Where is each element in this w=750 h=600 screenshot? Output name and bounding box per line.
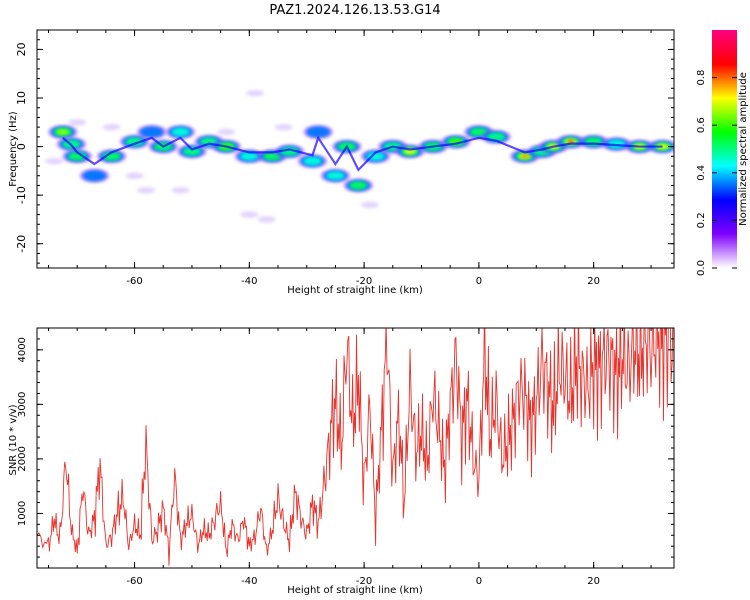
- heatmap-blob: [274, 144, 305, 159]
- y-tick-label: -20: [15, 235, 28, 253]
- snr-plot-area: [37, 328, 674, 568]
- heatmap-blob: [119, 134, 150, 149]
- colorbar-tick-label: 0.6: [696, 117, 707, 133]
- faint-patch: [45, 157, 64, 165]
- x-tick-label: -20: [356, 276, 372, 287]
- y-tick-label: 10: [15, 91, 28, 105]
- spectral-ridge: [62, 135, 663, 172]
- snr-panel: -60 -40 -20 0 20 1000 2000 3000 4000 Height of s…: [8, 327, 675, 596]
- colorbar-tick-label: 0.2: [696, 212, 707, 228]
- x-tick-label: -60: [126, 576, 142, 587]
- faint-patch: [240, 211, 259, 218]
- colorbar-tick-label: 0.0: [696, 260, 707, 276]
- colorbar-label: Normalized spectral amplitude: [738, 72, 749, 226]
- snr-series: [37, 328, 674, 566]
- y-tick-label: 1000: [17, 501, 28, 526]
- faint-patch: [246, 89, 265, 97]
- x-tick-label: 20: [587, 576, 600, 587]
- x-tick-label: -60: [126, 276, 142, 287]
- y-tick-label: -10: [15, 186, 28, 204]
- colorbar-tick-label: 0.8: [696, 70, 707, 86]
- faint-patch: [274, 123, 293, 131]
- y-tick-label: 3000: [17, 392, 28, 417]
- faint-patch: [125, 172, 144, 179]
- faint-patch: [171, 187, 190, 194]
- snr-line: [37, 328, 674, 566]
- heatmap-blob: [303, 125, 334, 139]
- colorbar-ticks: 0.0 0.2 0.4 0.6 0.8: [696, 70, 737, 276]
- heatmap-blob: [320, 168, 351, 183]
- snr-x-axis-label: Height of straight line (km): [287, 585, 423, 596]
- heatmap-blob: [79, 168, 110, 183]
- spectrogram-x-axis-label: Height of straight line (km): [287, 285, 423, 296]
- chart-title: PAZ1.2024.126.13.53.G14: [269, 3, 440, 18]
- faint-patch: [68, 119, 87, 126]
- spectrogram-panel: -60 -40 -20 0 20 -20 -10 0 10 20 Height of straig…: [8, 29, 675, 296]
- heatmap-blob: [176, 144, 207, 159]
- x-tick-label: 20: [587, 276, 600, 287]
- snr-frame: [36, 327, 675, 569]
- x-tick-label: 0: [476, 276, 482, 287]
- faint-patch: [137, 187, 156, 194]
- y-tick-label: 0: [15, 143, 28, 150]
- heatmap-blob: [136, 125, 167, 139]
- colorbar-tick-label: 0.4: [696, 165, 707, 181]
- heatmap-blob: [297, 154, 328, 169]
- colorbar: 0.0 0.2 0.4 0.6 0.8 Normalized spectral ampl…: [696, 30, 749, 276]
- y-tick-label: 2000: [17, 446, 28, 471]
- heatmap-blob: [165, 125, 196, 139]
- x-tick-label: -40: [241, 576, 257, 587]
- y-tick-label: 4000: [17, 337, 28, 362]
- x-tick-label: -20: [356, 576, 372, 587]
- heatmap-blob: [417, 139, 448, 154]
- spectrogram-y-axis-label: Frequency (Hz): [8, 111, 19, 187]
- faint-patch: [360, 201, 379, 209]
- spectrogram-frame: [36, 29, 675, 269]
- heatmap-blob: [47, 125, 78, 139]
- colorbar-gradient: [712, 30, 737, 268]
- x-tick-label: 0: [476, 576, 482, 587]
- faint-patch: [257, 216, 276, 223]
- x-tick-label: -40: [241, 276, 257, 287]
- snr-y-axis-label: SNR (10 * v/v): [8, 404, 19, 475]
- heatmap-blob: [343, 178, 374, 193]
- y-tick-label: 20: [15, 42, 28, 56]
- faint-patch: [102, 123, 121, 131]
- spectrogram-heatmap: [45, 89, 674, 223]
- faint-patch: [217, 128, 236, 136]
